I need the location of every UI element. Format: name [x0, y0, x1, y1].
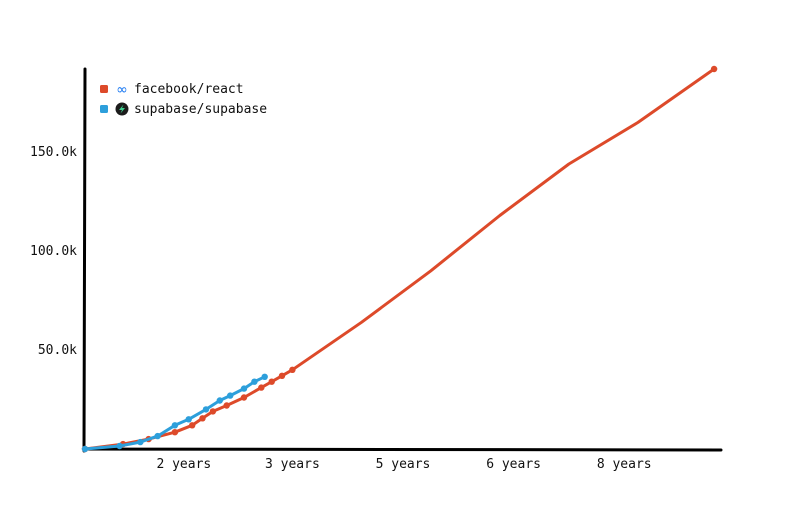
- data-point[interactable]: [289, 366, 296, 373]
- data-point[interactable]: [171, 429, 179, 436]
- y-tick-label: 150.0k: [30, 145, 77, 160]
- meta-infinity-icon: ∞: [116, 82, 128, 98]
- data-point[interactable]: [189, 422, 196, 429]
- x-axis-line: [82, 447, 723, 452]
- legend-label: supabase/supabase: [134, 102, 267, 117]
- x-tick-label: 3 years: [265, 457, 320, 472]
- x-tick-label: 6 years: [486, 457, 541, 472]
- data-point[interactable]: [137, 438, 144, 446]
- data-point[interactable]: [199, 415, 206, 422]
- legend-item-1[interactable]: supabase/supabase: [100, 102, 267, 117]
- data-point[interactable]: [261, 373, 268, 380]
- legend-label: facebook/react: [134, 82, 244, 97]
- data-point[interactable]: [710, 65, 718, 73]
- series-0: [81, 65, 718, 453]
- data-point[interactable]: [81, 445, 89, 453]
- x-tick-label: 8 years: [597, 457, 652, 472]
- data-point[interactable]: [227, 392, 234, 399]
- x-tick-label: 2 years: [156, 457, 211, 472]
- data-point[interactable]: [278, 372, 286, 379]
- data-point[interactable]: [216, 397, 223, 404]
- series-group: [81, 65, 718, 453]
- data-point[interactable]: [116, 442, 123, 450]
- series-1: [81, 373, 268, 453]
- data-point[interactable]: [185, 416, 192, 423]
- data-point[interactable]: [202, 406, 210, 413]
- y-tick-label: 100.0k: [30, 244, 77, 259]
- x-axis-ticks: 2 years 3 years 5 years 6 years 8 years: [156, 457, 651, 472]
- legend-item-0[interactable]: ∞ facebook/react: [100, 82, 244, 98]
- x-tick-label: 5 years: [376, 457, 431, 472]
- data-point[interactable]: [240, 394, 248, 401]
- data-point[interactable]: [171, 422, 179, 429]
- data-point[interactable]: [240, 385, 248, 392]
- legend-swatch: [100, 85, 108, 93]
- chart-legend: ∞ facebook/react supabase/supabase: [100, 82, 267, 117]
- supabase-bolt-icon: [115, 102, 129, 116]
- data-point[interactable]: [268, 378, 275, 385]
- data-point[interactable]: [223, 402, 230, 409]
- data-point[interactable]: [209, 408, 217, 415]
- data-point[interactable]: [154, 432, 161, 440]
- chart-axes: [82, 67, 723, 453]
- data-point[interactable]: [251, 378, 258, 385]
- series-line: [83, 67, 716, 451]
- data-point[interactable]: [258, 384, 265, 391]
- y-axis-ticks: 50.0k 100.0k 150.0k: [30, 145, 77, 358]
- legend-swatch: [100, 105, 108, 113]
- y-axis-line: [82, 67, 87, 453]
- y-tick-label: 50.0k: [38, 343, 77, 358]
- series-line: [83, 375, 267, 451]
